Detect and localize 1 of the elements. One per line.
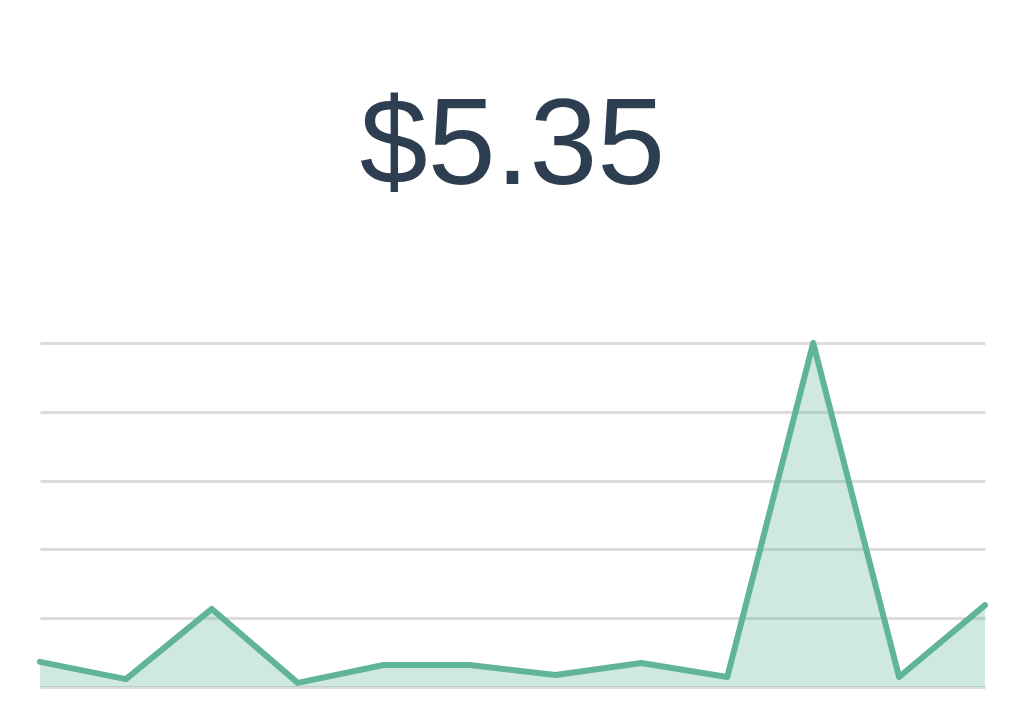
chart-title: $5.35 (359, 74, 666, 210)
